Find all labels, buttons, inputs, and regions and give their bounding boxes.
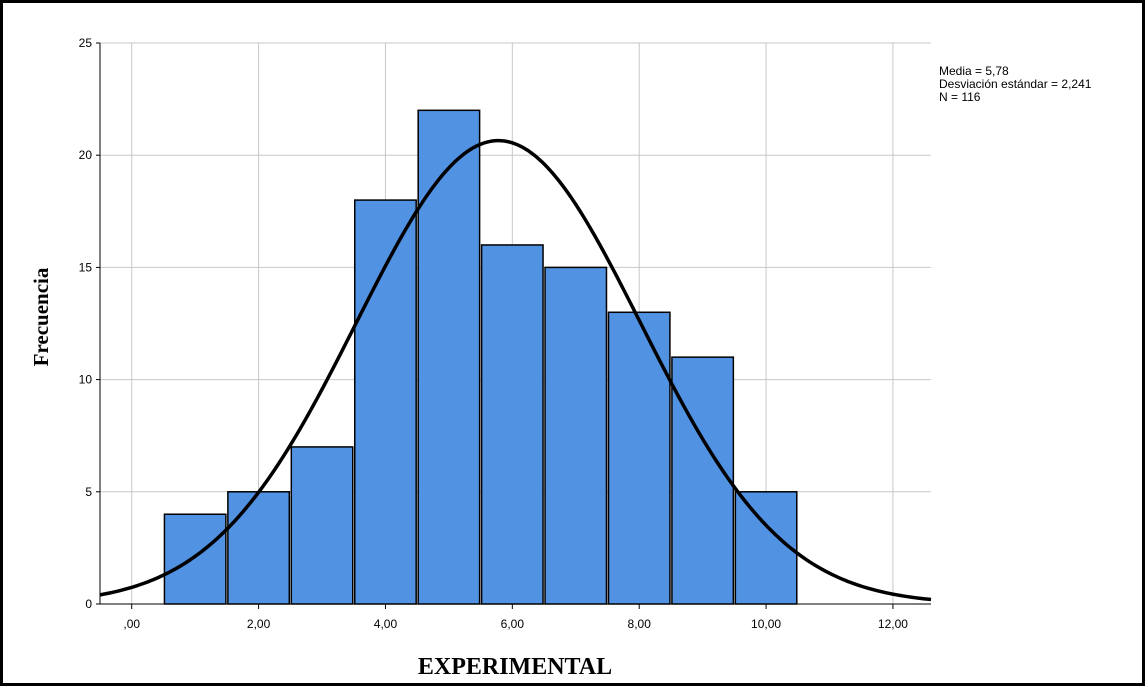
x-tick-label: 2,00 — [247, 617, 271, 631]
bars-layer — [163, 109, 798, 605]
x-tick-label: 4,00 — [374, 617, 398, 631]
y-tick-label: 0 — [85, 597, 92, 611]
histogram-bar — [607, 311, 671, 605]
y-tick-label: 20 — [79, 148, 93, 162]
x-tick-label: 8,00 — [628, 617, 652, 631]
x-tick-label: ,00 — [123, 617, 140, 631]
x-axis-title: EXPERIMENTAL — [418, 654, 612, 680]
y-tick-label: 10 — [79, 373, 93, 387]
x-tick-label: 10,00 — [751, 617, 781, 631]
curve-layer — [99, 138, 932, 602]
stat-mean: Media = 5,78 — [939, 64, 1009, 78]
y-tick-label: 5 — [85, 485, 92, 499]
histogram-bar — [227, 491, 291, 605]
histogram-bar — [544, 266, 608, 605]
histogram-bar — [417, 109, 481, 605]
histogram-bar — [163, 513, 227, 605]
stat-n: N = 116 — [939, 90, 981, 104]
histogram-bar — [734, 491, 798, 605]
histogram-bar — [353, 199, 417, 605]
histogram-bar — [480, 244, 544, 605]
y-tick-label: 15 — [79, 260, 93, 274]
stat-sd: Desviación estándar = 2,241 — [939, 77, 1092, 91]
histogram-bar — [671, 356, 735, 605]
ticks-layer: 0 5 10 15 20 25 ,00 2,00 4,00 6,00 8,00 10,00 12,00 — [79, 36, 931, 631]
y-tick-label: 25 — [79, 36, 93, 50]
normal-curve — [99, 138, 932, 602]
histogram-bar — [290, 446, 354, 605]
y-axis-title: Frecuencia — [29, 267, 53, 366]
x-tick-label: 12,00 — [878, 617, 908, 631]
x-tick-label: 6,00 — [501, 617, 525, 631]
